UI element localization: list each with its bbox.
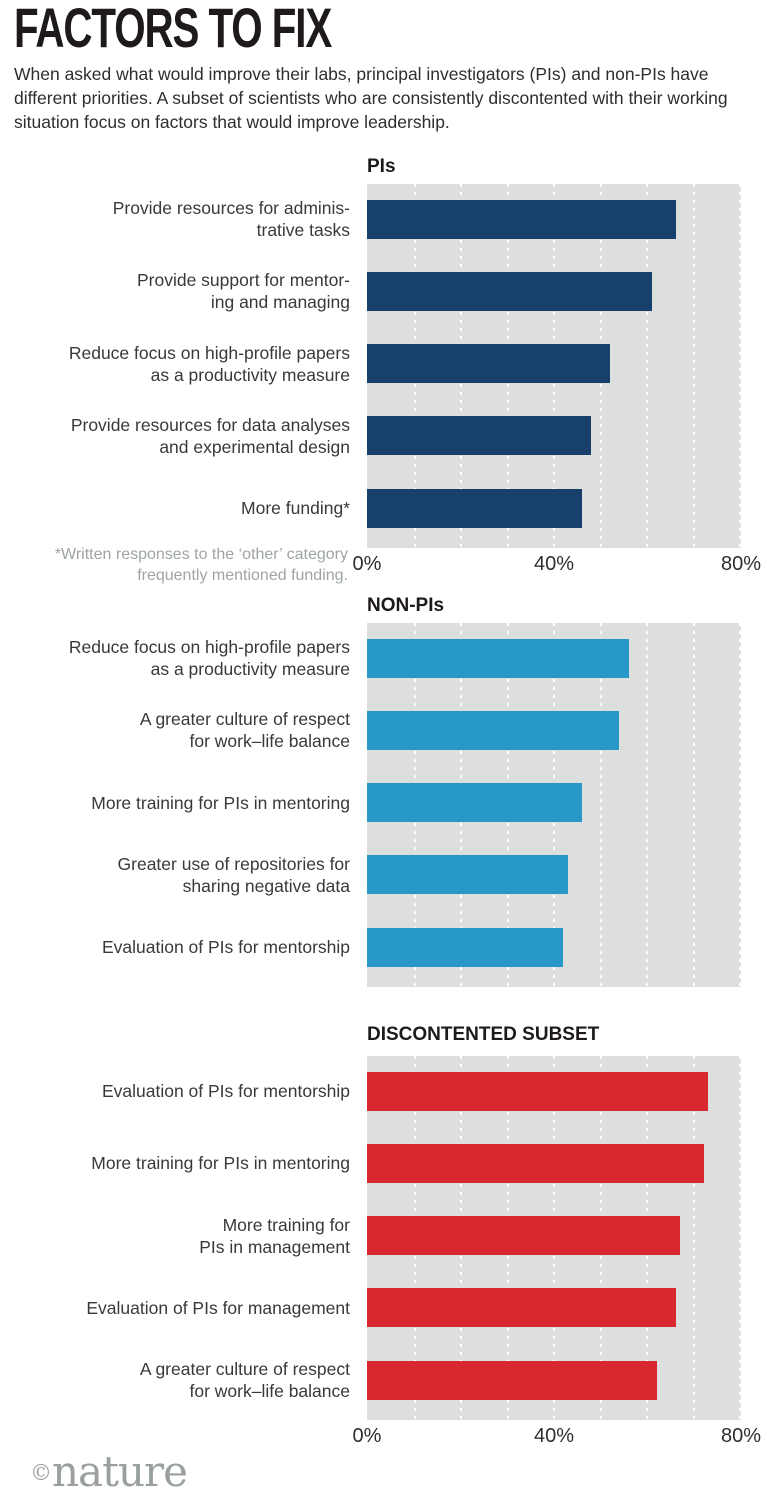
axis-tick-label: 40% <box>533 1424 575 1447</box>
bar <box>367 271 653 311</box>
bar <box>367 927 564 967</box>
bar-label: A greater culture of respect for work–li… <box>139 709 350 752</box>
chart-title: PIs <box>367 155 396 177</box>
nature-logo: ©nature <box>30 1450 767 1499</box>
bar <box>367 488 583 528</box>
brand-name: nature <box>52 1446 188 1496</box>
plot-area <box>367 184 741 548</box>
bar-label: A greater culture of respect for work–li… <box>139 1359 350 1402</box>
chart-title: NON-PIs <box>367 594 445 616</box>
bar <box>367 1360 657 1400</box>
x-axis: 0% 40% 80% <box>353 1420 761 1450</box>
bar-label: Evaluation of PIs for mentorship <box>101 937 350 958</box>
bar <box>367 344 611 384</box>
header: FACTORS TO FIX When asked what would imp… <box>0 0 767 135</box>
bar-label: Provide support for mentor- ing and mana… <box>136 270 350 313</box>
category-labels: Evaluation of PIs for mentorship More tr… <box>0 1056 367 1420</box>
page-title: FACTORS TO FIX <box>14 0 332 59</box>
axis-tick-label: 80% <box>720 552 762 575</box>
footnote: *Written responses to the ‘other’ catego… <box>54 545 348 584</box>
chart-body: Evaluation of PIs for mentorship More tr… <box>0 1056 767 1420</box>
bar <box>367 783 583 823</box>
bar-label: Greater use of repositories for sharing … <box>117 853 350 896</box>
chart-body: Reduce focus on high-profile papers as a… <box>0 623 767 987</box>
bar-label: More training for PIs in management <box>199 1214 350 1257</box>
axis-tick-label: 0% <box>352 1424 382 1447</box>
category-labels: Provide resources for adminis- trative t… <box>0 184 367 548</box>
bar <box>367 1288 676 1328</box>
axis-tick-label: 80% <box>720 1424 762 1447</box>
chart-pis: PIs Provide resources for adminis- trati… <box>0 155 767 584</box>
bar <box>367 710 620 750</box>
category-labels: Reduce focus on high-profile papers as a… <box>0 623 367 987</box>
bar-label: Reduce focus on high-profile papers as a… <box>68 342 350 385</box>
axis-tick-label: 0% <box>352 552 382 575</box>
plot-area <box>367 1056 741 1420</box>
bar <box>367 416 592 456</box>
axis-tick-label: 40% <box>533 552 575 575</box>
bar <box>367 638 629 678</box>
chart-non-pis: NON-PIs Reduce focus on high-profile pap… <box>0 595 767 987</box>
copyright-symbol: © <box>30 1460 52 1486</box>
bar <box>367 1071 709 1111</box>
bar-label: More training for PIs in mentoring <box>91 1153 350 1174</box>
x-axis: 0% 40% 80% <box>353 548 761 578</box>
bar <box>367 1216 681 1256</box>
page-subtitle: When asked what would improve their labs… <box>14 64 728 133</box>
bar-label: Reduce focus on high-profile papers as a… <box>68 637 350 680</box>
bar-label: Evaluation of PIs for mentorship <box>101 1081 350 1102</box>
bar <box>367 199 676 239</box>
bar-label: More training for PIs in mentoring <box>91 792 350 813</box>
bar-label: Provide resources for adminis- trative t… <box>112 198 350 241</box>
chart-discontented-subset: DISCONTENTED SUBSET Evaluation of PIs fo… <box>0 1024 767 1450</box>
bar <box>367 1143 704 1183</box>
bar-label: Evaluation of PIs for management <box>86 1297 350 1318</box>
plot-area <box>367 623 741 987</box>
chart-body: Provide resources for adminis- trative t… <box>0 184 767 548</box>
bar-label: More funding* <box>241 498 350 519</box>
bar <box>367 855 569 895</box>
chart-title: DISCONTENTED SUBSET <box>367 1023 600 1045</box>
bar-label: Provide resources for data analyses and … <box>70 414 350 457</box>
